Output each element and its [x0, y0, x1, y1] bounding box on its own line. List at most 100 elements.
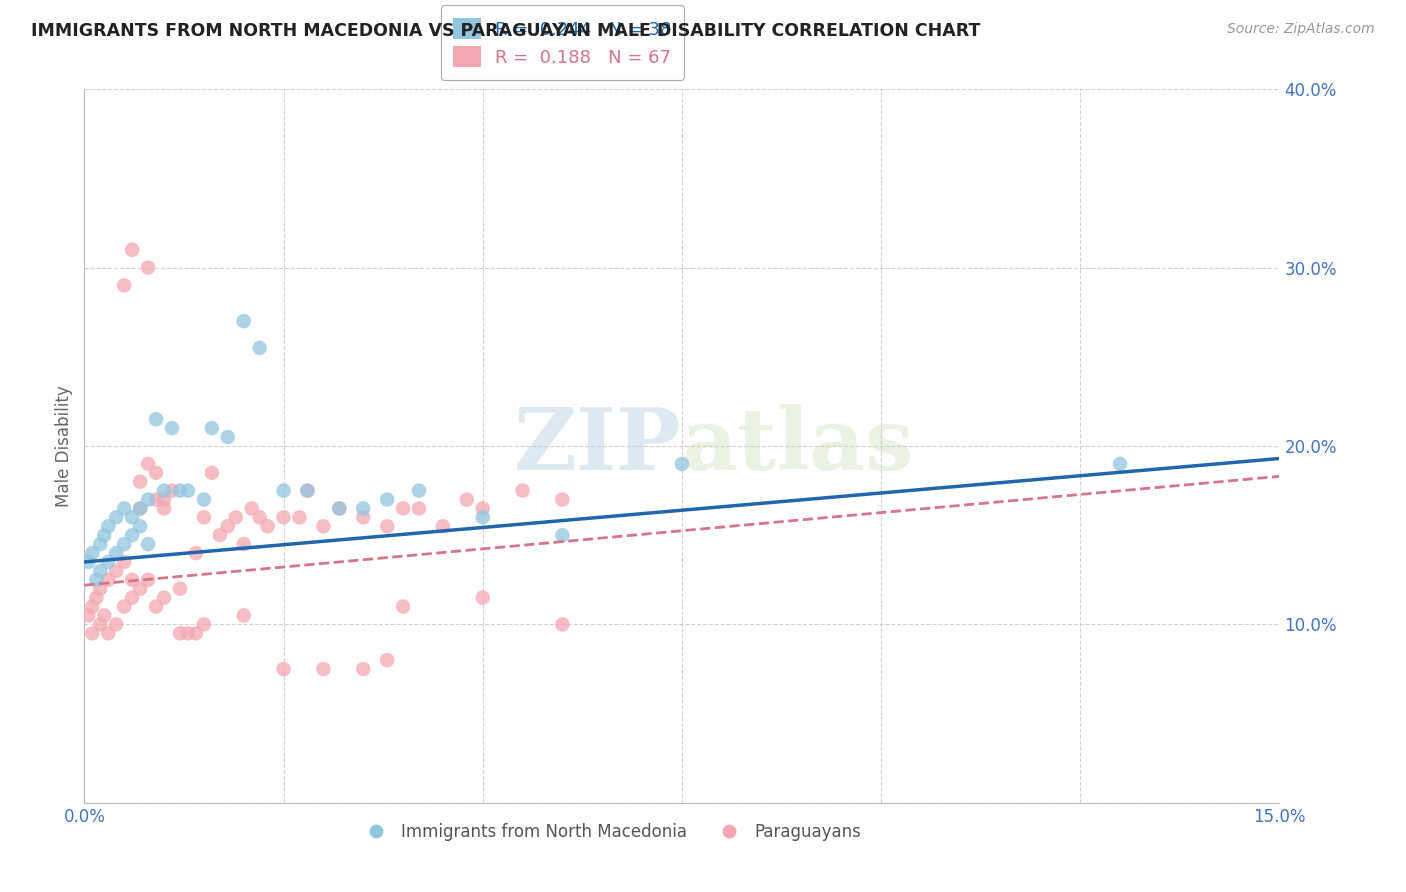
Point: [97, 573, 120, 587]
Point: [408, 501, 430, 516]
Point: [432, 519, 454, 533]
Point: [177, 483, 200, 498]
Point: [136, 573, 159, 587]
Point: [328, 501, 350, 516]
Point: [93, 528, 115, 542]
Point: [232, 537, 254, 551]
Point: [169, 626, 191, 640]
Point: [551, 617, 574, 632]
Point: [352, 510, 374, 524]
Text: IMMIGRANTS FROM NORTH MACEDONIA VS PARAGUAYAN MALE DISABILITY CORRELATION CHART: IMMIGRANTS FROM NORTH MACEDONIA VS PARAG…: [31, 22, 980, 40]
Point: [225, 510, 247, 524]
Point: [121, 510, 143, 524]
Y-axis label: Male Disability: Male Disability: [55, 385, 73, 507]
Point: [375, 492, 398, 507]
Point: [121, 591, 143, 605]
Point: [145, 412, 167, 426]
Point: [121, 573, 143, 587]
Point: [193, 617, 215, 632]
Text: Source: ZipAtlas.com: Source: ZipAtlas.com: [1227, 22, 1375, 37]
Point: [312, 519, 335, 533]
Point: [240, 501, 263, 516]
Point: [193, 492, 215, 507]
Point: [297, 483, 319, 498]
Point: [97, 626, 120, 640]
Point: [97, 519, 120, 533]
Point: [105, 546, 128, 560]
Point: [273, 662, 295, 676]
Point: [184, 546, 207, 560]
Point: [145, 466, 167, 480]
Point: [93, 608, 115, 623]
Point: [1109, 457, 1132, 471]
Point: [375, 519, 398, 533]
Point: [89, 537, 111, 551]
Point: [121, 243, 143, 257]
Point: [105, 617, 128, 632]
Point: [249, 341, 271, 355]
Point: [273, 510, 295, 524]
Point: [86, 591, 108, 605]
Point: [153, 591, 176, 605]
Point: [328, 501, 350, 516]
Point: [105, 510, 128, 524]
Point: [456, 492, 478, 507]
Point: [217, 430, 239, 444]
Point: [136, 457, 159, 471]
Point: [471, 591, 494, 605]
Point: [193, 510, 215, 524]
Point: [77, 608, 100, 623]
Point: [201, 466, 224, 480]
Point: [352, 501, 374, 516]
Point: [160, 483, 183, 498]
Point: [112, 501, 135, 516]
Point: [232, 314, 254, 328]
Point: [671, 457, 693, 471]
Point: [169, 582, 191, 596]
Point: [551, 528, 574, 542]
Point: [82, 599, 104, 614]
Point: [392, 599, 415, 614]
Point: [112, 599, 135, 614]
Point: [352, 662, 374, 676]
Point: [145, 492, 167, 507]
Point: [129, 475, 152, 489]
Point: [201, 421, 224, 435]
Point: [129, 501, 152, 516]
Point: [121, 528, 143, 542]
Point: [89, 582, 111, 596]
Point: [136, 260, 159, 275]
Point: [288, 510, 311, 524]
Point: [89, 617, 111, 632]
Point: [112, 278, 135, 293]
Point: [256, 519, 278, 533]
Point: [129, 501, 152, 516]
Point: [512, 483, 534, 498]
Point: [297, 483, 319, 498]
Point: [112, 537, 135, 551]
Point: [82, 626, 104, 640]
Point: [217, 519, 239, 533]
Point: [77, 555, 100, 569]
Point: [153, 492, 176, 507]
Point: [312, 662, 335, 676]
Text: ZIP: ZIP: [515, 404, 682, 488]
Point: [392, 501, 415, 516]
Point: [232, 608, 254, 623]
Point: [169, 483, 191, 498]
Point: [208, 528, 231, 542]
Point: [105, 564, 128, 578]
Point: [471, 510, 494, 524]
Point: [112, 555, 135, 569]
Text: atlas: atlas: [682, 404, 914, 488]
Point: [153, 483, 176, 498]
Point: [551, 492, 574, 507]
Point: [136, 537, 159, 551]
Point: [136, 492, 159, 507]
Point: [129, 519, 152, 533]
Point: [89, 564, 111, 578]
Point: [145, 599, 167, 614]
Point: [160, 421, 183, 435]
Point: [153, 501, 176, 516]
Point: [177, 626, 200, 640]
